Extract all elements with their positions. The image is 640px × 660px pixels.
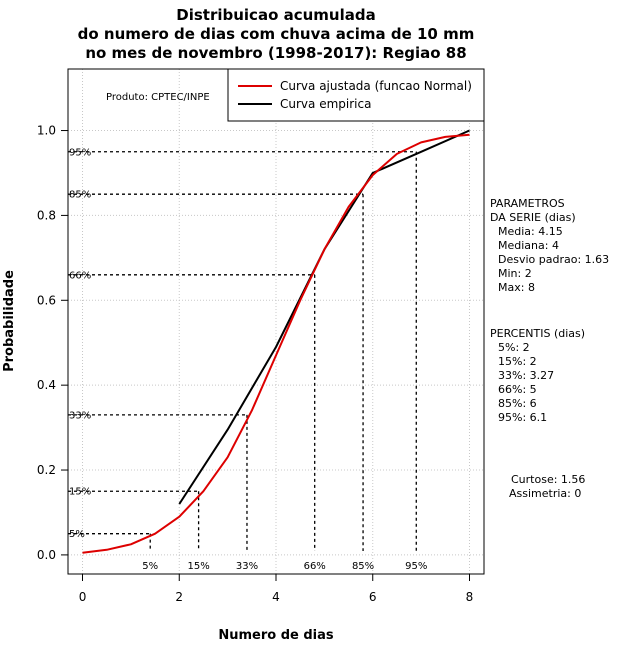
- percentile-xlabel-3: 66%: [304, 561, 326, 572]
- legend-box: [227, 68, 485, 122]
- percentil-15: 15%: 2: [498, 355, 537, 368]
- percentile-ylabel-3: 66%: [69, 270, 91, 281]
- x-tick-label-0: 0: [79, 590, 87, 604]
- legend-label-empirical: Curva empirica: [280, 97, 371, 111]
- fitted-normal-curve: [82, 133, 470, 554]
- percentis-heading: PERCENTIS (dias): [490, 327, 585, 340]
- percentis-panel: PERCENTIS (dias) 5%: 2 15%: 2 33%: 3.27 …: [490, 327, 585, 424]
- product-label: Produto: CPTEC/INPE: [106, 92, 210, 103]
- empirical-curve: [178, 129, 470, 505]
- y-tick-label-4: 0.8: [37, 208, 56, 222]
- curves: [82, 129, 470, 554]
- percentile-ylabel-1: 15%: [69, 487, 91, 498]
- chart-title-line-2: do numero de dias com chuva acima de 10 …: [78, 25, 475, 43]
- chart-title-line-3: no mes de novembro (1998-2017): Regiao 8…: [85, 44, 466, 62]
- legend: Curva ajustada (funcao Normal) Curva emp…: [227, 68, 485, 122]
- y-tick-label-5: 1.0: [37, 124, 56, 138]
- chart-title-line-1: Distribuicao acumulada: [176, 6, 375, 24]
- percentil-66: 66%: 5: [498, 383, 537, 396]
- parameters-panel: PARAMETROS DA SERIE (dias) Media: 4.15 M…: [490, 197, 609, 294]
- percentil-5: 5%: 2: [498, 341, 530, 354]
- axes: 0 2 4 6 8 0.0 0.2 0.4 0.6 0.8 1.0: [37, 124, 473, 604]
- x-tick-label-4: 8: [466, 590, 474, 604]
- parameters-heading-2: DA SERIE (dias): [490, 211, 576, 224]
- percentile-xlabel-5: 95%: [405, 561, 427, 572]
- percentil-85: 85%: 6: [498, 397, 537, 410]
- legend-label-fitted: Curva ajustada (funcao Normal): [280, 79, 472, 93]
- percentile-xlabel-2: 33%: [236, 561, 258, 572]
- percentile-ylabel-0: 5%: [69, 529, 85, 540]
- parameter-median: Mediana: 4: [498, 239, 559, 252]
- percentil-33: 33%: 3.27: [498, 369, 554, 382]
- y-tick-label-2: 0.4: [37, 378, 56, 392]
- parameter-std: Desvio padrao: 1.63: [498, 253, 609, 266]
- parameter-mean: Media: 4.15: [498, 225, 563, 238]
- shape-panel: Curtose: 1.56 Assimetria: 0: [509, 473, 585, 500]
- parameter-max: Max: 8: [498, 281, 535, 294]
- percentil-95: 95%: 6.1: [498, 411, 547, 424]
- skewness-label: Assimetria: 0: [509, 487, 581, 500]
- percentile-xlabel-4: 85%: [352, 561, 374, 572]
- percentile-markers: 5% 5% 15% 15% 33% 33% 66% 66% 85% 85% 95% 95%: [68, 147, 427, 572]
- parameters-heading-1: PARAMETROS: [490, 197, 565, 210]
- percentile-ylabel-4: 85%: [69, 190, 91, 201]
- y-tick-label-3: 0.6: [37, 293, 56, 307]
- percentile-xlabel-0: 5%: [142, 561, 158, 572]
- x-tick-label-2: 4: [272, 590, 280, 604]
- y-axis-title: Probabilidade: [2, 270, 17, 372]
- percentile-ylabel-2: 33%: [69, 410, 91, 421]
- y-tick-label-0: 0.0: [37, 548, 56, 562]
- parameter-min: Min: 2: [498, 267, 532, 280]
- x-tick-label-1: 2: [175, 590, 183, 604]
- grid: [68, 69, 484, 574]
- kurtosis-label: Curtose: 1.56: [511, 473, 585, 486]
- x-axis-title: Numero de dias: [218, 628, 334, 643]
- percentile-xlabel-1: 15%: [187, 561, 209, 572]
- percentile-ylabel-5: 95%: [69, 147, 91, 158]
- x-tick-label-3: 6: [369, 590, 377, 604]
- y-tick-label-1: 0.2: [37, 463, 56, 477]
